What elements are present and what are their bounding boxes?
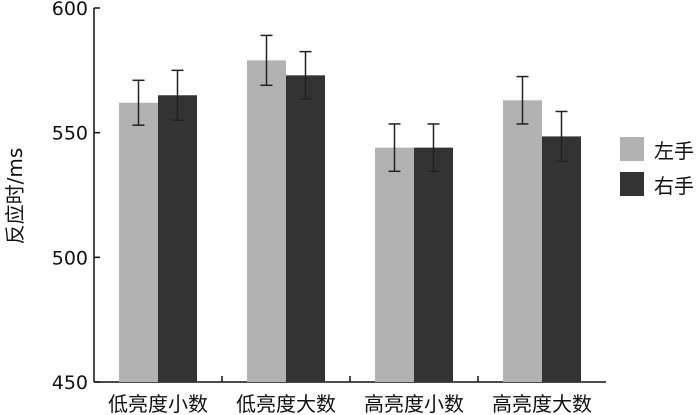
bar: [247, 60, 286, 383]
bar: [542, 136, 581, 382]
plot-area: 450 500 550 600 低亮度小数 低亮度大数 高亮度小数 高亮度大数: [52, 0, 606, 415]
bar: [375, 147, 414, 382]
bar: [286, 75, 325, 382]
y-axis-label: 反应时/ms: [3, 148, 27, 245]
bar: [503, 100, 542, 383]
legend-swatch: [620, 137, 644, 161]
legend-swatch: [620, 172, 644, 196]
x-tick-label: 低亮度小数: [108, 392, 208, 415]
bar: [119, 102, 158, 382]
x-tick-label: 高亮度大数: [492, 392, 592, 415]
y-tick-label: 450: [52, 372, 88, 394]
x-tick-label: 低亮度大数: [236, 392, 336, 415]
y-tick-label: 600: [52, 0, 88, 20]
x-tick-label: 高亮度小数: [364, 392, 464, 415]
y-tick-label: 550: [52, 123, 88, 145]
legend-label: 右手: [654, 174, 694, 198]
bar: [158, 95, 197, 383]
y-tick-label: 500: [52, 247, 88, 269]
legend-label: 左手: [654, 139, 694, 163]
bar: [414, 147, 453, 382]
